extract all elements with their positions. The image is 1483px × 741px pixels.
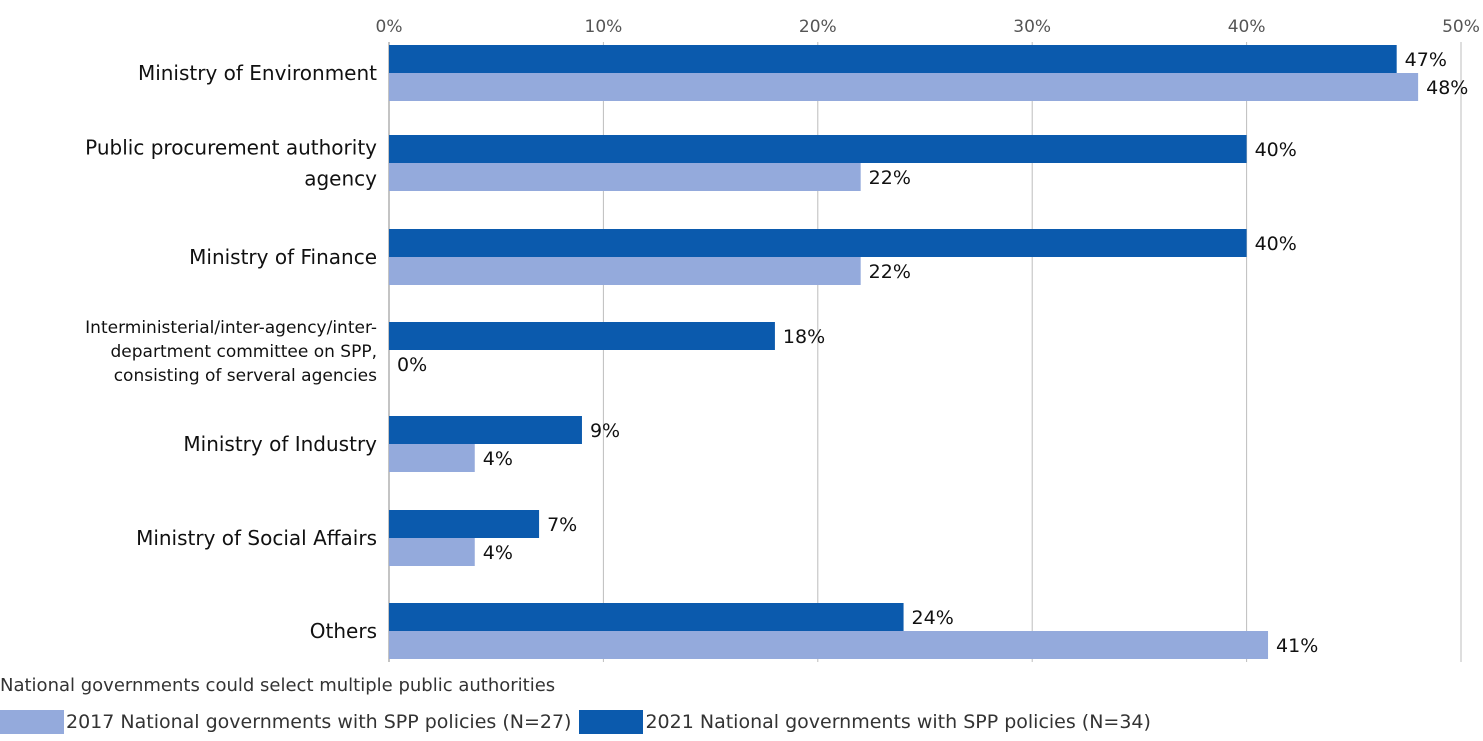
category-label: Ministry of Finance [189,245,377,269]
bar-2021 [389,45,1397,73]
data-label: 41% [1276,635,1318,657]
data-label: 40% [1255,139,1297,161]
category-label: Public procurement authority [85,136,377,160]
bar-2017 [389,631,1269,659]
bars [389,45,1419,659]
category-label: department committee on SPP, [111,342,378,362]
category-label: Ministry of Environment [138,61,377,85]
legend: 2017 National governments with SPP polic… [0,710,1159,734]
category-label: Interministerial/inter-agency/inter- [85,318,377,338]
data-label: 22% [869,167,911,189]
data-label: 0% [397,354,427,376]
data-label: 7% [547,514,577,536]
data-label: 48% [1426,77,1468,99]
x-tick-label: 20% [799,17,837,37]
x-tick-label: 40% [1228,17,1266,37]
x-tick-label: 30% [1013,17,1051,37]
category-label: Ministry of Social Affairs [136,526,377,550]
bar-2017 [389,538,475,566]
x-tick-label: 10% [585,17,623,37]
x-axis-tick-labels: 0% 10% 20% 30% 40% 50% [376,17,1480,37]
legend-swatch-2021 [579,710,644,734]
data-label: 47% [1405,49,1447,71]
chart-note: National governments could select multip… [0,675,556,696]
bar-2021 [389,322,775,350]
bar-2021 [389,135,1247,163]
legend-swatch-2017 [0,710,64,734]
data-label: 4% [483,448,513,470]
bar-2021 [389,229,1247,257]
x-tick-label: 0% [376,17,403,37]
legend-label-2021: 2021 National governments with SPP polic… [645,711,1151,733]
data-labels: 47% 40% 40% 18% 9% 7% 24% 48% 22% 22% 0% 4% 4% 41% [397,49,1468,657]
data-label: 24% [912,607,954,629]
category-label: consisting of serveral agencies [114,366,377,386]
x-tick-label: 50% [1442,17,1480,37]
bar-2017 [389,444,475,472]
data-label: 4% [483,542,513,564]
category-labels: Ministry of Environment Public procuremen… [85,61,377,643]
data-label: 9% [590,420,620,442]
bar-2017 [389,73,1419,101]
category-label: Others [310,619,377,643]
category-label: agency [304,167,377,191]
legend-item-2021: 2021 National governments with SPP polic… [579,710,1151,734]
legend-item-2017: 2017 National governments with SPP polic… [0,710,571,734]
bar-2021 [389,603,904,631]
data-label: 18% [783,326,825,348]
bar-2021 [389,416,582,444]
data-label: 40% [1255,233,1297,255]
category-label: Ministry of Industry [183,432,377,456]
bar-2021 [389,510,540,538]
data-label: 22% [869,261,911,283]
bar-2017 [389,163,861,191]
legend-label-2017: 2017 National governments with SPP polic… [66,711,572,733]
bar-2017 [389,257,861,285]
